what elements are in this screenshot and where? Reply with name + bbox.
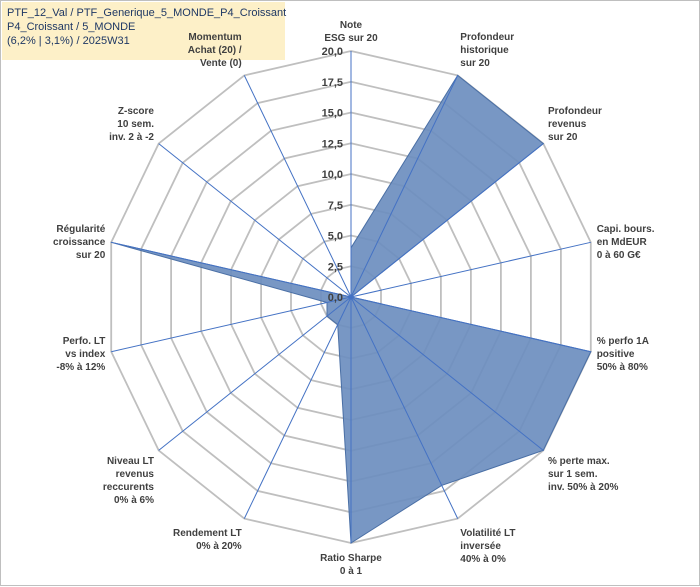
tick-label-1: 2,5: [328, 261, 343, 273]
axis-label-1-line-1: historique: [460, 45, 509, 56]
axis-label-7: Ratio Sharpe 0 à 1: [320, 553, 382, 577]
spoke-10: [111, 296, 352, 353]
axis-label-10-line-2: -8% à 12%: [56, 362, 105, 373]
tick-label-3: 7,5: [328, 200, 343, 212]
spoke-6: [350, 296, 459, 519]
axis-label-1-line-0: Profondeur: [460, 32, 514, 43]
spoke-9: [158, 296, 352, 451]
axis-label-6: Volatilité LT inversée 40% à 0%: [460, 528, 515, 565]
spoke-3: [350, 241, 591, 298]
tick-label-7: 17,5: [322, 77, 343, 89]
spoke-2: [350, 143, 544, 298]
axis-label-11-line-2: sur 20: [76, 250, 106, 261]
axis-label-8-line-1: 0% à 20%: [196, 541, 242, 552]
spoke-5: [350, 296, 544, 451]
axis-label-1-line-2: sur 20: [460, 58, 490, 69]
axis-label-3-line-0: Capi. bours.: [597, 224, 655, 235]
axis-label-8: Rendement LT 0% à 20%: [173, 528, 242, 552]
axis-label-3-line-2: 0 à 60 G€: [597, 250, 641, 261]
axis-label-13: Momentum Achat (20) / Vente (0): [188, 32, 242, 69]
axis-label-2-line-0: Profondeur: [548, 106, 602, 117]
spoke-13: [243, 75, 352, 298]
axis-label-2-line-1: revenus: [548, 119, 587, 130]
spoke-11: [111, 241, 352, 298]
axis-label-1: Profondeur historique sur 20: [460, 32, 514, 69]
axis-label-5: % perte max. sur 1 sem. inv. 50% à 20%: [548, 456, 619, 493]
axis-label-9-line-2: reccurents: [103, 482, 155, 493]
chart-title-line-1: PTF_12_Val / PTF_Generique_5_MONDE_P4_Cr…: [7, 7, 287, 19]
tick-label-4: 10,0: [322, 169, 343, 181]
axis-label-0: Note ESG sur 20: [324, 20, 378, 44]
axis-label-10-line-1: vs index: [65, 349, 105, 360]
tick-label-6: 15,0: [322, 108, 343, 120]
chart-title-line-3: (6,2% | 3,1%) / 2025W31: [7, 35, 130, 47]
axis-label-10-line-0: Perfo. LT: [63, 336, 106, 347]
radar-axis-labels: Note ESG sur 20 Profondeur historique sur 20…: [53, 20, 655, 577]
axis-label-7-line-1: 0 à 1: [340, 566, 363, 577]
axis-label-7-line-0: Ratio Sharpe: [320, 553, 382, 564]
chart-title-line-2: P4_Croissant / 5_MONDE: [7, 21, 136, 33]
axis-label-12: Z-score 10 sem. inv. 2 à -2: [109, 106, 154, 143]
axis-label-9: Niveau LT revenus reccurents 0% à 6%: [103, 456, 155, 506]
axis-label-3: Capi. bours. en MdEUR 0 à 60 G€: [597, 224, 655, 261]
tick-label-8: 20,0: [322, 46, 343, 58]
axis-label-11-line-1: croissance: [53, 237, 106, 248]
axis-label-5-line-0: % perte max.: [548, 456, 610, 467]
axis-label-9-line-1: revenus: [116, 469, 155, 480]
axis-label-6-line-1: inversée: [460, 541, 501, 552]
axis-label-12-line-1: 10 sem.: [117, 119, 154, 130]
spoke-12: [158, 143, 352, 298]
spoke-1: [350, 75, 459, 298]
axis-label-0-line-1: ESG sur 20: [324, 33, 378, 44]
axis-label-11-line-0: Régularité: [56, 224, 105, 235]
axis-label-6-line-2: 40% à 0%: [460, 554, 506, 565]
tick-label-0: 0,0: [328, 292, 343, 304]
axis-label-2-line-2: sur 20: [548, 132, 578, 143]
axis-label-13-line-2: Vente (0): [200, 58, 242, 69]
tick-label-2: 5,0: [328, 231, 343, 243]
radar-spokes: [111, 51, 591, 543]
axis-label-12-line-2: inv. 2 à -2: [109, 132, 154, 143]
chart-title-box: PTF_12_Val / PTF_Generique_5_MONDE_P4_Cr…: [2, 2, 287, 60]
radar-tick-labels: 0,0 2,5 5,0 7,5 10,0 12,5 15,0 17,5 20,0: [322, 46, 343, 304]
axis-label-10: Perfo. LT vs index -8% à 12%: [56, 336, 105, 373]
axis-label-4-line-1: positive: [597, 349, 635, 360]
axis-label-5-line-2: inv. 50% à 20%: [548, 482, 619, 493]
axis-label-13-line-1: Achat (20) /: [188, 45, 242, 56]
axis-label-12-line-0: Z-score: [118, 106, 155, 117]
tick-label-5: 12,5: [322, 138, 343, 150]
axis-label-4-line-2: 50% à 80%: [597, 362, 648, 373]
axis-label-6-line-0: Volatilité LT: [460, 528, 515, 539]
axis-label-2: Profondeur revenus sur 20: [548, 106, 602, 143]
axis-label-9-line-0: Niveau LT: [107, 456, 154, 467]
axis-label-9-line-3: 0% à 6%: [114, 495, 154, 506]
axis-label-5-line-1: sur 1 sem.: [548, 469, 598, 480]
axis-label-4: % perfo 1A positive 50% à 80%: [597, 336, 649, 373]
axis-label-11: Régularité croissance sur 20: [53, 224, 106, 261]
axis-label-4-line-0: % perfo 1A: [597, 336, 649, 347]
axis-label-8-line-0: Rendement LT: [173, 528, 242, 539]
axis-label-13-line-0: Momentum: [188, 32, 241, 43]
spoke-8: [243, 296, 352, 519]
axis-label-3-line-1: en MdEUR: [597, 237, 648, 248]
spoke-4: [350, 296, 591, 353]
axis-label-0-line-0: Note: [340, 20, 363, 31]
